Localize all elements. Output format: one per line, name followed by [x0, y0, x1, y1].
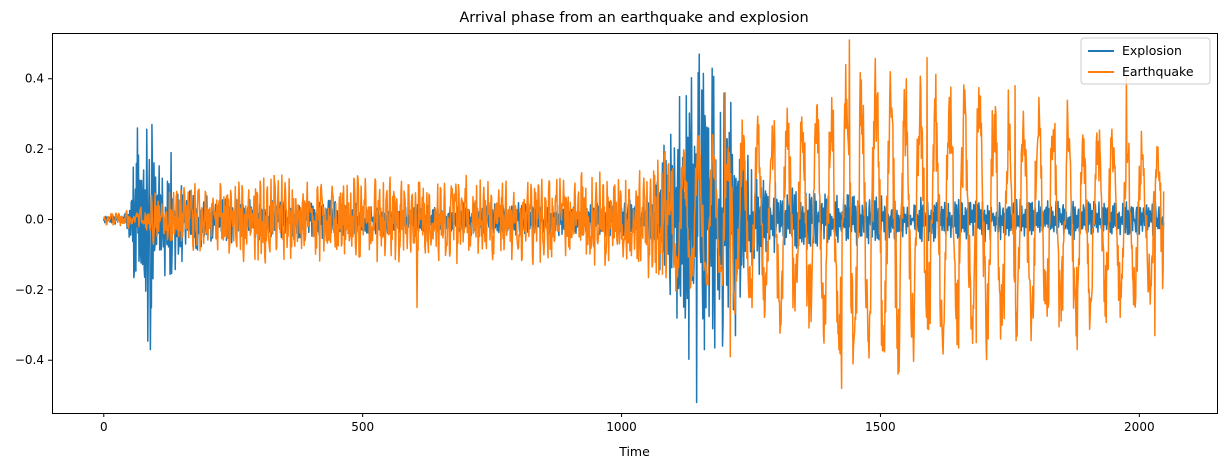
x-axis: 0 500 1000 1500 2000 [100, 413, 1155, 434]
x-tick-label: 2000 [1124, 420, 1155, 434]
x-tick-label: 0 [100, 420, 108, 434]
y-axis: −0.4 −0.2 0.0 0.2 0.4 [15, 72, 52, 367]
legend-label-earthquake: Earthquake [1122, 64, 1194, 79]
y-tick-label: 0.4 [25, 72, 44, 86]
series-layer [103, 39, 1165, 404]
plot-area [52, 33, 1218, 414]
y-tick-label: 0.0 [25, 212, 44, 226]
x-axis-label: Time [618, 444, 650, 459]
axes-frame [52, 33, 1218, 414]
legend: Explosion Earthquake [1080, 37, 1211, 85]
legend-label-explosion: Explosion [1122, 43, 1182, 58]
x-tick-label: 500 [351, 420, 374, 434]
y-tick-label: 0.2 [25, 142, 44, 156]
x-tick-label: 1500 [865, 420, 896, 434]
y-tick-label: −0.4 [15, 353, 44, 367]
chart-title: Arrival phase from an earthquake and exp… [459, 10, 808, 26]
y-tick-label: −0.2 [15, 283, 44, 297]
x-tick-label: 1000 [606, 420, 637, 434]
series-line-earthquake [103, 39, 1165, 390]
